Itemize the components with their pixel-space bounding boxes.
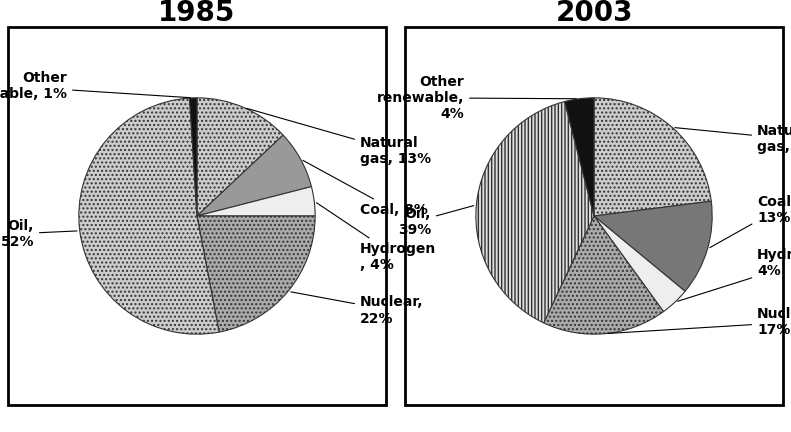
Wedge shape (190, 98, 197, 216)
Wedge shape (594, 98, 711, 216)
Text: Natural
gas, 23%: Natural gas, 23% (675, 124, 791, 154)
Text: Hydrogen,
4%: Hydrogen, 4% (678, 248, 791, 301)
Text: Natural
gas, 13%: Natural gas, 13% (247, 108, 431, 166)
Text: Hydrogen
, 4%: Hydrogen , 4% (316, 203, 437, 273)
Text: Coal,
13%: Coal, 13% (710, 195, 791, 248)
Wedge shape (79, 98, 219, 334)
Text: Other
renewable,
4%: Other renewable, 4% (377, 75, 577, 121)
Text: Other
renewable, 1%: Other renewable, 1% (0, 71, 191, 101)
Text: Nuclear,
22%: Nuclear, 22% (291, 292, 423, 326)
Wedge shape (594, 201, 712, 291)
Wedge shape (197, 135, 312, 216)
Title: 1985: 1985 (158, 0, 236, 27)
Text: Coal, 8%: Coal, 8% (303, 160, 428, 217)
Text: Oil,
39%: Oil, 39% (398, 206, 474, 237)
Wedge shape (197, 216, 315, 332)
Wedge shape (543, 216, 664, 334)
Text: Nuclear,
17%: Nuclear, 17% (608, 307, 791, 337)
Wedge shape (565, 98, 594, 216)
Wedge shape (197, 98, 283, 216)
Wedge shape (197, 187, 315, 216)
Wedge shape (594, 216, 685, 311)
Text: Oil,
52%: Oil, 52% (1, 219, 77, 249)
Wedge shape (476, 102, 594, 323)
Title: 2003: 2003 (555, 0, 633, 27)
